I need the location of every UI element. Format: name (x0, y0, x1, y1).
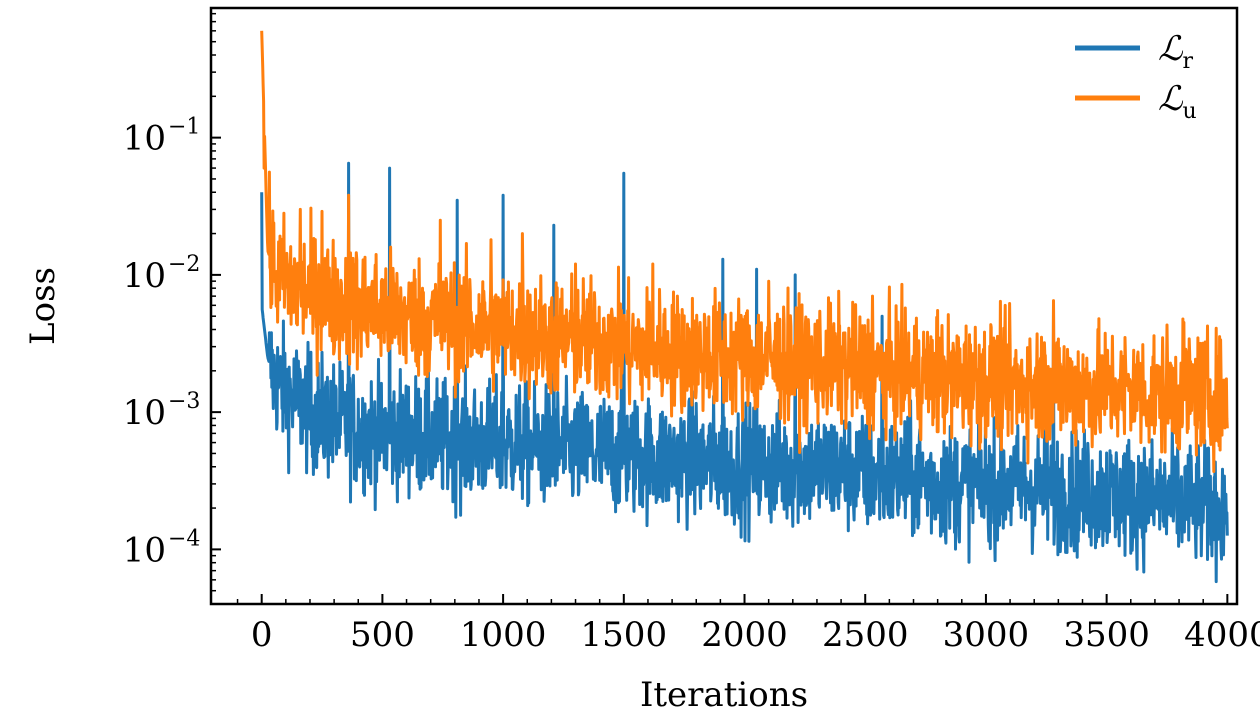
y-tick-label: 10 (123, 393, 166, 433)
x-tick-label: 500 (350, 615, 415, 655)
x-axis: 0 500 1000 1500 2000 2500 3000 3500 4000 (236, 594, 1260, 655)
legend-label: ℒu (1158, 79, 1197, 124)
legend-label: ℒr (1158, 29, 1194, 74)
legend: ℒr ℒu (1075, 29, 1197, 124)
x-tick-label: 2500 (822, 615, 909, 655)
x-tick-label: 3000 (943, 615, 1030, 655)
series-line-u (260, 30, 1229, 473)
x-tick-label: 3500 (1063, 615, 1150, 655)
legend-label-subscript: u (1183, 99, 1197, 124)
y-axis: 10−110−210−310−4 (123, 12, 221, 605)
x-tick-label: 1000 (460, 615, 547, 655)
x-tick-label: 2000 (701, 615, 788, 655)
y-tick-label: 10 (123, 256, 166, 296)
y-tick-exponent: −1 (168, 115, 200, 140)
legend-label-subscript: r (1183, 49, 1194, 74)
x-axis-title: Iterations (640, 675, 808, 715)
y-tick-exponent: −2 (168, 252, 200, 277)
y-tick-exponent: −4 (168, 526, 200, 551)
y-tick-label: 10 (123, 530, 166, 570)
x-tick-label: 0 (251, 615, 273, 655)
series-layer (260, 30, 1229, 584)
y-axis-title: Loss (23, 267, 63, 345)
series-line-r (260, 161, 1229, 584)
y-tick-label: 10 (123, 119, 166, 159)
y-tick-exponent: −3 (168, 389, 200, 414)
x-tick-label: 1500 (581, 615, 668, 655)
x-tick-label: 4000 (1184, 615, 1260, 655)
